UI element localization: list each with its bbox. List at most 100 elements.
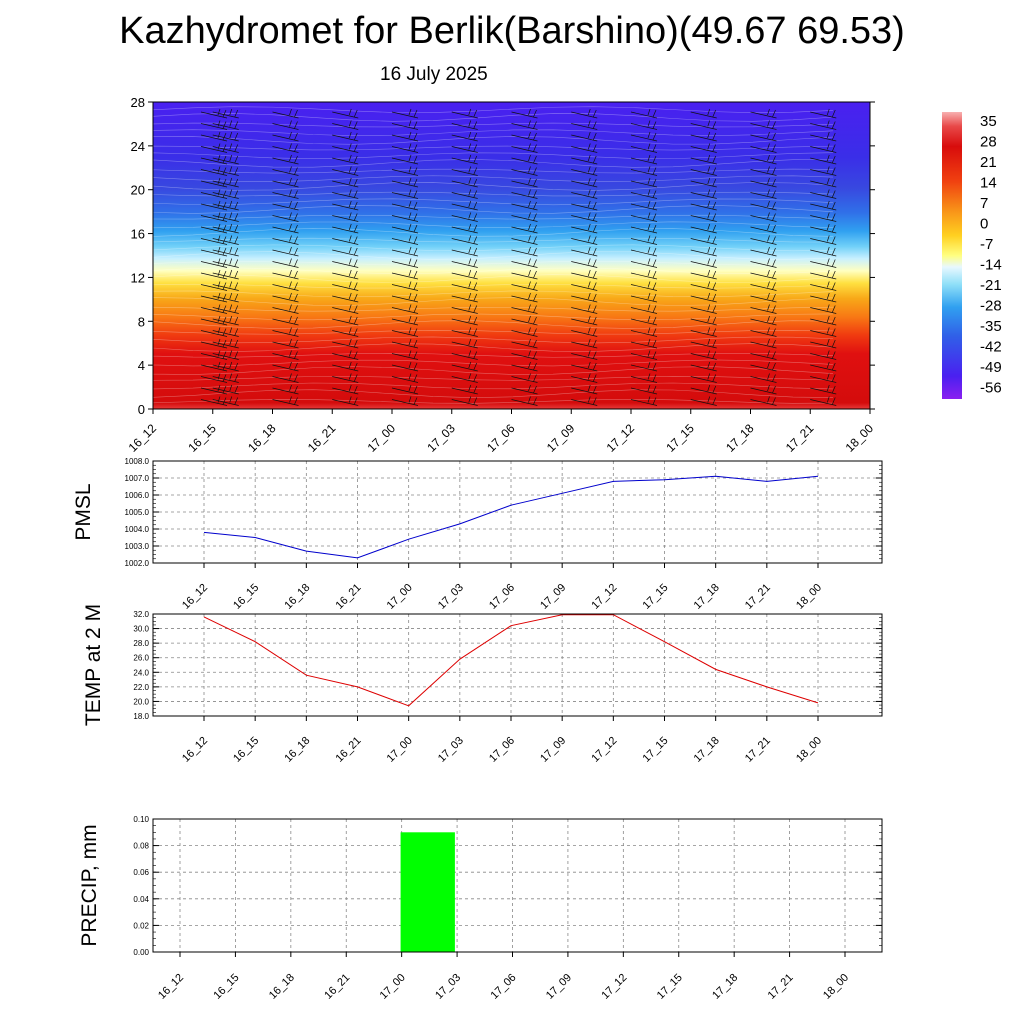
wind-barb bbox=[200, 200, 228, 211]
wind-barb bbox=[451, 246, 478, 257]
colorbar-label: -28 bbox=[980, 297, 1002, 314]
y-tick-label: 24.0 bbox=[133, 668, 149, 677]
wind-barb bbox=[511, 327, 538, 337]
wind-barb bbox=[212, 304, 239, 314]
wind-barb bbox=[511, 223, 538, 234]
y-tick-label: 1004.0 bbox=[125, 525, 150, 534]
wind-barb bbox=[212, 235, 239, 245]
wind-barb bbox=[200, 131, 228, 142]
wind-barb bbox=[272, 384, 299, 395]
wind-barb bbox=[750, 120, 777, 130]
y-tick-label: 18.0 bbox=[133, 712, 149, 721]
wind-barb bbox=[750, 200, 777, 211]
wind-barb bbox=[212, 281, 239, 291]
wind-barb bbox=[630, 292, 658, 303]
x-tick-label: 18_00 bbox=[843, 421, 877, 455]
wind-barb bbox=[810, 154, 837, 165]
y-tick-label: 0.06 bbox=[133, 868, 149, 877]
wind-barb bbox=[690, 200, 717, 211]
colorbar-label: 14 bbox=[980, 174, 997, 191]
wind-barb bbox=[630, 327, 658, 337]
wind-barb bbox=[750, 350, 777, 360]
contour-line bbox=[152, 168, 834, 174]
wind-barb bbox=[212, 315, 239, 326]
wind-barb bbox=[200, 177, 228, 188]
wind-barb bbox=[451, 350, 478, 360]
wind-barb bbox=[332, 281, 359, 291]
contour-line bbox=[152, 244, 834, 252]
wind-barb bbox=[750, 154, 777, 165]
wind-barb bbox=[391, 177, 419, 188]
wind-barb bbox=[690, 212, 717, 222]
wind-barb bbox=[332, 246, 359, 257]
wind-barb bbox=[511, 350, 538, 360]
wind-barb bbox=[391, 396, 419, 406]
colorbar-label: -7 bbox=[980, 236, 993, 253]
wind-barb bbox=[451, 373, 478, 383]
wind-barb bbox=[332, 154, 359, 165]
wind-barb bbox=[272, 281, 299, 291]
wind-barb bbox=[511, 269, 538, 280]
contour-line bbox=[152, 152, 834, 160]
wind-barb bbox=[332, 350, 359, 360]
wind-barb bbox=[810, 281, 837, 291]
x-tick-label: 17_18 bbox=[692, 582, 722, 612]
wind-barb bbox=[332, 108, 359, 119]
x-tick-label: 17_15 bbox=[655, 972, 685, 1002]
wind-barb bbox=[810, 200, 837, 211]
wind-barb bbox=[272, 396, 299, 406]
wind-barb bbox=[750, 235, 777, 245]
y-tick-label: 28 bbox=[131, 95, 145, 110]
wind-barb bbox=[571, 189, 598, 199]
wind-barb bbox=[571, 212, 598, 222]
wind-barb bbox=[200, 292, 228, 303]
wind-barb bbox=[690, 189, 717, 199]
wind-barb bbox=[451, 166, 478, 176]
wind-barb bbox=[571, 246, 598, 257]
contour-line bbox=[152, 214, 834, 220]
precip-bar bbox=[400, 832, 455, 952]
x-tick-label: 16_15 bbox=[231, 582, 261, 612]
temperature-field bbox=[153, 102, 870, 409]
contour-line bbox=[152, 145, 834, 151]
wind-barb bbox=[200, 396, 228, 406]
wind-barb bbox=[272, 292, 299, 303]
wind-barb bbox=[200, 143, 228, 153]
wind-barb bbox=[272, 304, 299, 314]
wind-barb bbox=[451, 108, 478, 119]
wind-barb bbox=[630, 338, 658, 349]
wind-barb bbox=[272, 361, 299, 372]
y-tick-label: 0.08 bbox=[133, 842, 149, 851]
wind-barb bbox=[451, 292, 478, 303]
wind-barb bbox=[750, 212, 777, 222]
wind-barb bbox=[272, 338, 299, 349]
wind-barb bbox=[391, 246, 419, 257]
x-tick-label: 17_12 bbox=[604, 421, 638, 455]
wind-barb bbox=[212, 269, 239, 280]
plot-border bbox=[152, 460, 883, 564]
wind-barb bbox=[200, 384, 228, 395]
y-tick-label: 20.0 bbox=[133, 697, 149, 706]
wind-barb bbox=[630, 396, 658, 406]
wind-barb bbox=[750, 327, 777, 337]
wind-barb bbox=[571, 177, 598, 188]
wind-barb bbox=[511, 120, 538, 130]
x-tick-label: 17_06 bbox=[487, 582, 517, 612]
wind-barb bbox=[511, 281, 538, 291]
plot-border bbox=[152, 818, 883, 953]
y-tick-label: 1003.0 bbox=[125, 542, 150, 551]
contour-line bbox=[152, 182, 834, 191]
contour-line bbox=[152, 136, 834, 145]
wind-barb bbox=[750, 338, 777, 349]
y-tick-label: 24 bbox=[131, 139, 145, 154]
wind-barb bbox=[630, 350, 658, 360]
wind-barb bbox=[690, 269, 717, 280]
wind-barb bbox=[200, 327, 228, 337]
wind-barb bbox=[571, 281, 598, 291]
wind-barb bbox=[750, 177, 777, 188]
wind-barb bbox=[571, 143, 598, 153]
wind-barb bbox=[332, 292, 359, 303]
wind-barb bbox=[451, 281, 478, 291]
wind-barb bbox=[750, 143, 777, 153]
wind-barb bbox=[571, 166, 598, 176]
